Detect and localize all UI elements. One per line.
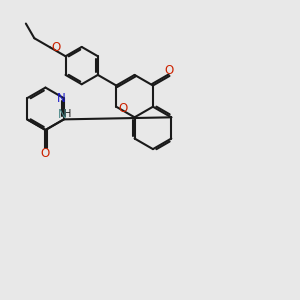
Text: H: H — [64, 109, 71, 119]
Text: O: O — [51, 41, 61, 54]
Text: O: O — [165, 64, 174, 76]
Text: N: N — [57, 92, 66, 105]
Text: O: O — [118, 102, 127, 115]
Text: N: N — [58, 108, 66, 121]
Text: O: O — [40, 146, 50, 160]
